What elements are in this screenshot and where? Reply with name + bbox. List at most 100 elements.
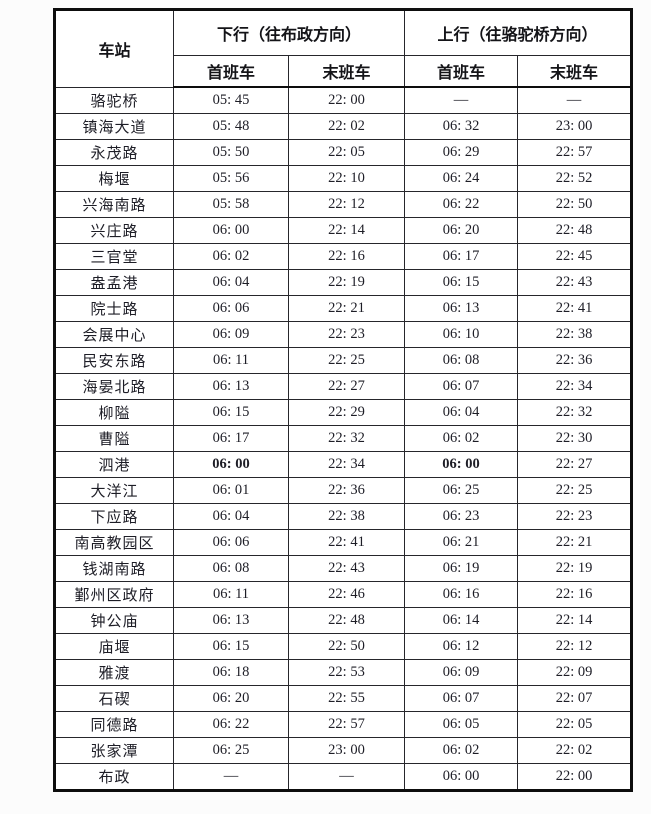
station-name: 南高教园区: [54, 529, 174, 556]
time-cell: 22: 52: [517, 165, 633, 192]
time-cell: 22: 32: [287, 425, 406, 452]
time-cell: 23: 00: [517, 113, 633, 140]
time-cell: 06: 00: [404, 763, 519, 791]
table-row: 张家潭 06: 25 23: 00 06: 02 22: 02: [54, 737, 633, 764]
time-cell: 06: 06: [173, 295, 289, 322]
timetable: 车站 下行（往布政方向） 上行（往骆驼桥方向） 首班车 末班车 首班车 末班车 …: [53, 8, 634, 792]
time-cell: 06: 04: [173, 269, 289, 296]
station-name: 盎孟港: [54, 269, 174, 296]
table-row: 海晏北路 06: 13 22: 27 06: 07 22: 34: [54, 373, 633, 400]
table-row: 钱湖南路 06: 08 22: 43 06: 19 22: 19: [54, 555, 633, 582]
table-row: 兴庄路 06: 00 22: 14 06: 20 22: 48: [54, 217, 633, 244]
station-name: 三官堂: [54, 243, 174, 270]
time-cell: 22: 25: [287, 347, 406, 374]
time-cell: 22: 23: [287, 321, 406, 348]
time-cell: 06: 11: [173, 347, 289, 374]
time-cell: —: [517, 86, 633, 114]
table-row: 石碶 06: 20 22: 55 06: 07 22: 07: [54, 685, 633, 712]
time-cell: —: [287, 763, 406, 791]
time-cell: 06: 23: [404, 503, 519, 530]
up-first-train-header: 首班车: [404, 55, 519, 88]
time-cell: 22: 53: [287, 659, 406, 686]
time-cell: 22: 38: [287, 503, 406, 530]
time-cell: 05: 45: [173, 86, 289, 114]
timetable-container: 车站 下行（往布政方向） 上行（往骆驼桥方向） 首班车 末班车 首班车 末班车 …: [53, 8, 634, 792]
station-name: 石碶: [54, 685, 174, 712]
time-cell: 06: 19: [404, 555, 519, 582]
table-row: 鄞州区政府 06: 11 22: 46 06: 16 22: 16: [54, 581, 633, 608]
time-cell: 06: 22: [173, 711, 289, 738]
time-cell: 06: 09: [404, 659, 519, 686]
time-cell: 06: 02: [404, 425, 519, 452]
station-name: 梅堰: [54, 165, 174, 192]
time-cell: 22: 43: [517, 269, 633, 296]
table-row: 雅渡 06: 18 22: 53 06: 09 22: 09: [54, 659, 633, 686]
time-cell: 22: 12: [287, 191, 406, 218]
time-cell: 05: 58: [173, 191, 289, 218]
table-row: 骆驼桥 05: 45 22: 00— —: [54, 86, 633, 114]
table-row: 曹隘 06: 17 22: 32 06: 02 22: 30: [54, 425, 633, 452]
time-cell: 22: 10: [287, 165, 406, 192]
down-direction-header: 下行（往布政方向）: [172, 9, 406, 56]
station-name: 海晏北路: [54, 373, 174, 400]
time-cell: 06: 13: [404, 295, 519, 322]
time-cell: 22: 48: [287, 607, 406, 634]
time-cell: 05: 48: [173, 113, 289, 140]
time-cell: 06: 07: [404, 373, 519, 400]
time-cell: 06: 01: [173, 477, 289, 504]
station-column-header: 车站: [54, 9, 174, 88]
time-cell: 06: 15: [173, 399, 289, 426]
time-cell: 06: 15: [173, 633, 289, 660]
time-cell: 22: 16: [287, 243, 406, 270]
station-name: 庙堰: [54, 633, 174, 660]
station-name: 同德路: [54, 711, 174, 738]
time-cell: 06: 04: [173, 503, 289, 530]
time-cell: 06: 00: [173, 451, 289, 478]
table-row: 布政 — —06: 00 22: 00: [54, 763, 633, 791]
station-name: 曹隘: [54, 425, 174, 452]
time-cell: 06: 06: [173, 529, 289, 556]
time-cell: 06: 00: [404, 451, 519, 478]
time-cell: 23: 00: [287, 737, 406, 764]
time-cell: 22: 50: [517, 191, 633, 218]
table-row: 三官堂 06: 02 22: 16 06: 17 22: 45: [54, 243, 633, 270]
station-name: 兴海南路: [54, 191, 174, 218]
time-cell: 06: 00: [173, 217, 289, 244]
time-cell: 06: 21: [404, 529, 519, 556]
time-cell: 22: 14: [517, 607, 633, 634]
header-group-row: 车站 下行（往布政方向） 上行（往骆驼桥方向）: [54, 9, 633, 88]
time-cell: 22: 45: [517, 243, 633, 270]
time-cell: 22: 21: [287, 295, 406, 322]
time-cell: 22: 34: [287, 451, 406, 478]
up-direction-header: 上行（往骆驼桥方向）: [404, 9, 633, 56]
time-cell: 22: 02: [287, 113, 406, 140]
time-cell: 22: 55: [287, 685, 406, 712]
station-name: 镇海大道: [54, 113, 174, 140]
time-cell: 06: 13: [173, 607, 289, 634]
time-cell: 22: 19: [287, 269, 406, 296]
table-row: 盎孟港 06: 04 22: 19 06: 15 22: 43: [54, 269, 633, 296]
time-cell: 06: 32: [404, 113, 519, 140]
table-row: 下应路 06: 04 22: 38 06: 23 22: 23: [54, 503, 633, 530]
time-cell: 06: 17: [173, 425, 289, 452]
time-cell: 06: 18: [173, 659, 289, 686]
table-row: 院士路 06: 06 22: 21 06: 13 22: 41: [54, 295, 633, 322]
time-cell: 06: 16: [404, 581, 519, 608]
time-cell: 22: 00: [287, 86, 406, 114]
table-row: 会展中心 06: 09 22: 23 06: 10 22: 38: [54, 321, 633, 348]
time-cell: 22: 43: [287, 555, 406, 582]
table-row: 庙堰 06: 15 22: 50 06: 12 22: 12: [54, 633, 633, 660]
table-row: 南高教园区 06: 06 22: 41 06: 21 22: 21: [54, 529, 633, 556]
time-cell: 06: 02: [404, 737, 519, 764]
time-cell: 06: 10: [404, 321, 519, 348]
time-cell: 22: 05: [517, 711, 633, 738]
time-cell: 22: 57: [517, 139, 633, 166]
table-row: 梅堰 05: 56 22: 10 06: 24 22: 52: [54, 165, 633, 192]
time-cell: 22: 34: [517, 373, 633, 400]
table-row: 大洋江 06: 01 22: 36 06: 25 22: 25: [54, 477, 633, 504]
time-cell: 06: 02: [173, 243, 289, 270]
table-row: 同德路 06: 22 22: 57 06: 05 22: 05: [54, 711, 633, 738]
down-last-train-header: 末班车: [287, 55, 406, 88]
station-name: 会展中心: [54, 321, 174, 348]
station-name: 永茂路: [54, 139, 174, 166]
